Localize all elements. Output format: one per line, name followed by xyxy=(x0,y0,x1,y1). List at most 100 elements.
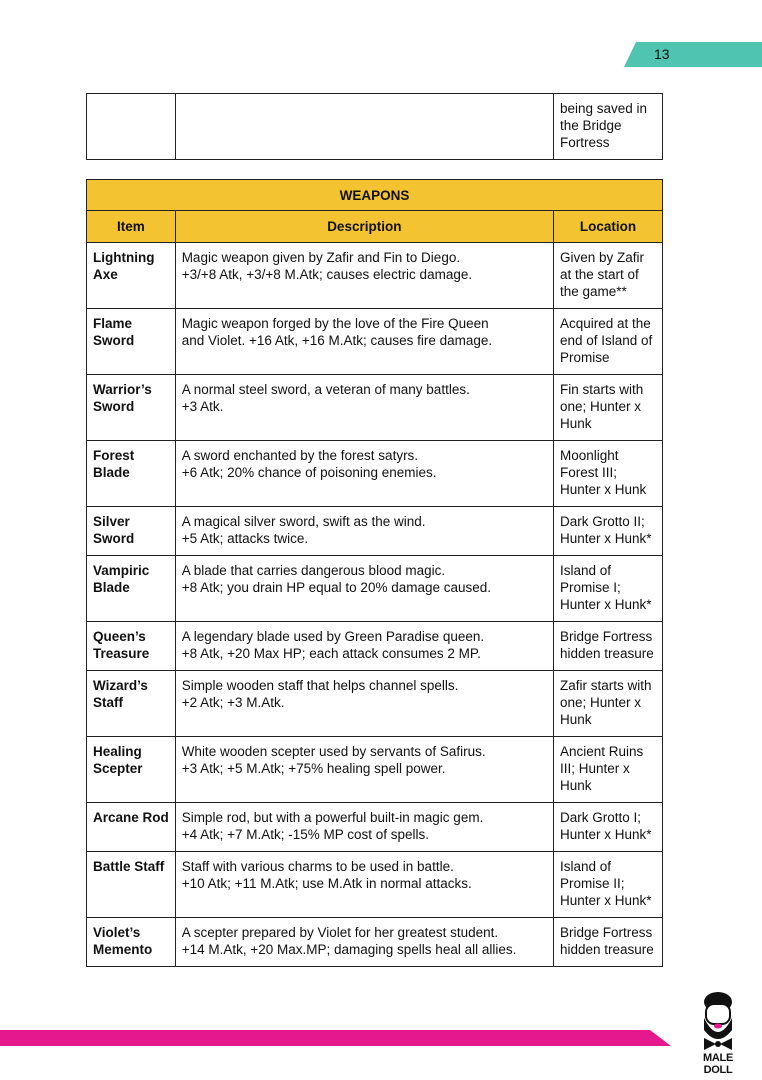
location-line: being saved in xyxy=(559,101,648,116)
item-line: Staff xyxy=(93,695,123,710)
table-row: Queen’s Treasure A legendary blade used by… xyxy=(86,621,664,671)
description-line: and Violet. +16 Atk, +16 M.Atk; causes f… xyxy=(181,333,493,348)
location-cell: Island of Promise II; Hunter x Hunk* xyxy=(552,851,664,918)
item-line: Arcane Rod xyxy=(93,810,169,825)
location-line: Hunter x Hunk xyxy=(559,482,647,497)
table-row: Healing Scepter White wooden scepter used … xyxy=(86,736,664,803)
description-line: A legendary blade used by Green Paradise… xyxy=(181,629,485,644)
location-line: Fin starts with xyxy=(559,382,644,397)
location-cell: Given by Zafir at the start of the game** xyxy=(552,242,664,309)
location-line: Dark Grotto II; xyxy=(559,514,645,529)
location-line: Forest III; xyxy=(559,465,617,480)
location-line: III; Hunter x xyxy=(559,761,630,776)
description-line: +5 Atk; attacks twice. xyxy=(181,531,309,546)
description-line: +8 Atk; you drain HP equal to 20% damage… xyxy=(181,580,492,595)
location-line: at the start of xyxy=(559,267,639,282)
bearded-man-logo-icon xyxy=(704,992,732,1050)
page-number-tab: 13 xyxy=(624,42,762,67)
item-line: Axe xyxy=(93,267,118,282)
description-cell: A scepter prepared by Violet for her gre… xyxy=(174,917,554,967)
description-cell: Magic weapon forged by the love of the F… xyxy=(174,308,554,375)
footer-pink-bar xyxy=(0,1030,671,1046)
location-line: Zafir starts with xyxy=(559,678,652,693)
table-row: Vampiric Blade A blade that carries danger… xyxy=(86,555,664,622)
location-line: Ancient Ruins xyxy=(559,744,644,759)
location-cell: Island of Promise I; Hunter x Hunk* xyxy=(552,555,664,622)
location-cell: Moonlight Forest III; Hunter x Hunk xyxy=(552,440,664,507)
location-line: Fortress xyxy=(559,135,610,150)
description-line: A blade that carries dangerous blood mag… xyxy=(181,563,446,578)
description-cell: Magic weapon given by Zafir and Fin to D… xyxy=(174,242,554,309)
location-line: hidden treasure xyxy=(559,942,654,957)
description-line: +3/+8 Atk, +3/+8 M.Atk; causes electric … xyxy=(181,267,473,282)
description-line: A scepter prepared by Violet for her gre… xyxy=(181,925,499,940)
location-cell: Bridge Fortress hidden treasure xyxy=(552,621,664,671)
description-line: White wooden scepter used by servants of… xyxy=(181,744,486,759)
item-cell: Silver Sword xyxy=(86,506,176,556)
table-row: Battle Staff Staff with various charms to… xyxy=(86,851,664,918)
table-row: Arcane Rod Simple rod, but with a powerfu… xyxy=(86,802,664,852)
location-line: Hunter x Hunk* xyxy=(559,597,652,612)
description-line: +10 Atk; +11 M.Atk; use M.Atk in normal … xyxy=(181,876,472,891)
location-cell: Zafir starts with one; Hunter x Hunk xyxy=(552,670,664,737)
male-doll-logo: MALE DOLL xyxy=(688,990,748,1076)
location-cell: Acquired at the end of Island of Promise xyxy=(552,308,664,375)
item-line: Blade xyxy=(93,580,130,595)
previous-table-continuation: being saved in the Bridge Fortress xyxy=(86,93,664,160)
description-line: Staff with various charms to be used in … xyxy=(181,859,454,874)
description-cell xyxy=(174,93,554,160)
item-line: Memento xyxy=(93,942,153,957)
item-cell: Battle Staff xyxy=(86,851,176,918)
description-line: +6 Atk; 20% chance of poisoning enemies. xyxy=(181,465,437,480)
description-cell: A blade that carries dangerous blood mag… xyxy=(174,555,554,622)
description-cell: A magical silver sword, swift as the win… xyxy=(174,506,554,556)
location-line: Hunk xyxy=(559,778,592,793)
item-line: Flame xyxy=(93,316,133,331)
item-cell: Flame Sword xyxy=(86,308,176,375)
description-cell: Staff with various charms to be used in … xyxy=(174,851,554,918)
item-line: Violet’s xyxy=(93,925,141,940)
table-row: Lightning Axe Magic weapon given by Zafir … xyxy=(86,242,664,309)
table-row: Violet’s Memento A scepter prepared by Vio… xyxy=(86,917,664,967)
description-line: A normal steel sword, a veteran of many … xyxy=(181,382,470,397)
item-cell: Queen’s Treasure xyxy=(86,621,176,671)
header-location: Location xyxy=(552,210,664,243)
weapons-title: WEAPONS xyxy=(86,179,663,211)
weapons-table-body: Lightning Axe Magic weapon given by Zafir … xyxy=(86,242,664,967)
location-cell: being saved in the Bridge Fortress xyxy=(552,93,664,160)
item-line: Wizard’s xyxy=(93,678,148,693)
table-row: Warrior’s Sword A normal steel sword, a ve… xyxy=(86,374,664,441)
description-cell: Simple wooden staff that helps channel s… xyxy=(174,670,554,737)
description-line: +4 Atk; +7 M.Atk; -15% MP cost of spells… xyxy=(181,827,430,842)
item-line: Battle Staff xyxy=(93,859,165,874)
description-line: +3 Atk; +5 M.Atk; +75% healing spell pow… xyxy=(181,761,446,776)
item-line: Blade xyxy=(93,465,130,480)
location-line: Hunter x Hunk* xyxy=(559,827,652,842)
item-line: Warrior’s xyxy=(93,382,152,397)
description-line: Simple rod, but with a powerful built-in… xyxy=(181,810,484,825)
description-cell: A legendary blade used by Green Paradise… xyxy=(174,621,554,671)
item-cell: Wizard’s Staff xyxy=(86,670,176,737)
location-line: Dark Grotto I; xyxy=(559,810,641,825)
item-line: Sword xyxy=(93,399,135,414)
item-line: Sword xyxy=(93,333,135,348)
item-line: Healing xyxy=(93,744,142,759)
item-line: Treasure xyxy=(93,646,150,661)
location-line: Promise I; xyxy=(559,580,621,595)
item-cell xyxy=(86,93,176,160)
location-line: Island of xyxy=(559,563,611,578)
location-line: Hunk xyxy=(559,712,592,727)
item-line: Silver xyxy=(93,514,130,529)
location-line: Given by Zafir xyxy=(559,250,644,265)
table-row: Silver Sword A magical silver sword, swift… xyxy=(86,506,664,556)
location-line: Island of xyxy=(559,859,611,874)
location-line: hidden treasure xyxy=(559,646,654,661)
description-cell: A normal steel sword, a veteran of many … xyxy=(174,374,554,441)
description-line: A sword enchanted by the forest satyrs. xyxy=(181,448,419,463)
location-line: Acquired at the xyxy=(559,316,651,331)
item-cell: Forest Blade xyxy=(86,440,176,507)
location-line: Bridge Fortress xyxy=(559,629,653,644)
location-cell: Dark Grotto II; Hunter x Hunk* xyxy=(552,506,664,556)
table-row: Flame Sword Magic weapon forged by the lov… xyxy=(86,308,664,375)
location-cell: Bridge Fortress hidden treasure xyxy=(552,917,664,967)
